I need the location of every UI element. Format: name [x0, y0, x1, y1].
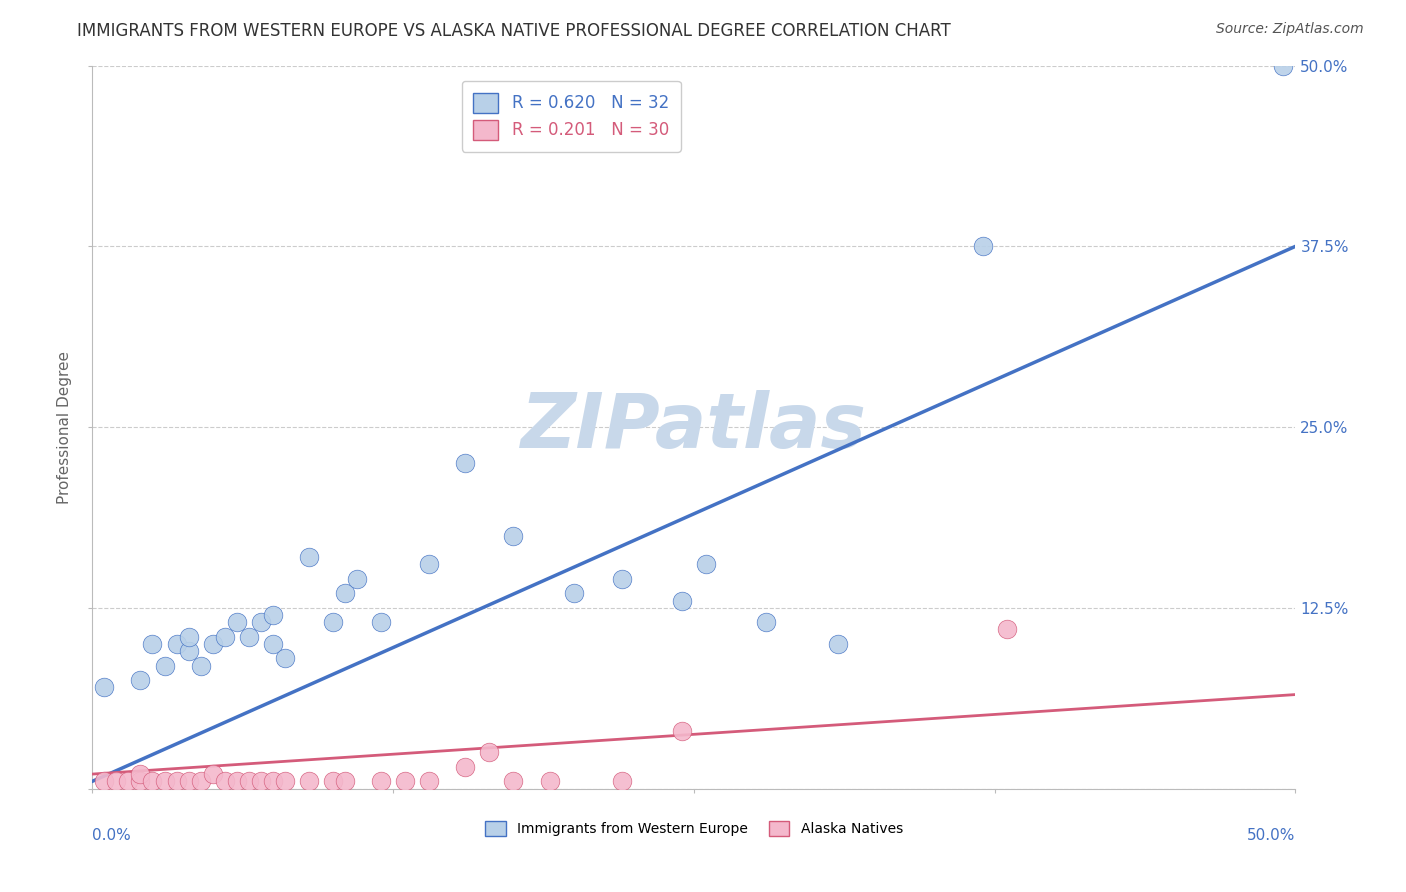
- Point: [1272, 59, 1295, 73]
- Point: [610, 774, 633, 789]
- Point: [166, 774, 188, 789]
- Point: [225, 615, 247, 630]
- Text: 50.0%: 50.0%: [1247, 829, 1295, 843]
- Point: [238, 774, 260, 789]
- Point: [972, 239, 994, 253]
- Point: [177, 644, 200, 658]
- Point: [141, 637, 163, 651]
- Point: [333, 774, 356, 789]
- Point: [418, 558, 440, 572]
- Point: [333, 586, 356, 600]
- Point: [141, 774, 163, 789]
- Point: [478, 745, 501, 759]
- Point: [177, 630, 200, 644]
- Point: [238, 630, 260, 644]
- Point: [394, 774, 416, 789]
- Point: [454, 760, 477, 774]
- Point: [454, 456, 477, 470]
- Point: [610, 572, 633, 586]
- Text: 0.0%: 0.0%: [93, 829, 131, 843]
- Point: [201, 767, 224, 781]
- Point: [129, 673, 152, 687]
- Point: [129, 767, 152, 781]
- Point: [166, 637, 188, 651]
- Point: [201, 637, 224, 651]
- Point: [262, 774, 284, 789]
- Point: [274, 774, 297, 789]
- Point: [274, 651, 297, 665]
- Point: [827, 637, 849, 651]
- Point: [249, 615, 271, 630]
- Point: [418, 774, 440, 789]
- Point: [538, 774, 561, 789]
- Point: [214, 630, 236, 644]
- Point: [370, 774, 392, 789]
- Point: [262, 637, 284, 651]
- Point: [502, 774, 524, 789]
- Point: [153, 658, 176, 673]
- Point: [370, 615, 392, 630]
- Y-axis label: Professional Degree: Professional Degree: [58, 351, 72, 504]
- Legend: Immigrants from Western Europe, Alaska Natives: Immigrants from Western Europe, Alaska N…: [478, 814, 910, 843]
- Point: [502, 528, 524, 542]
- Point: [93, 774, 115, 789]
- Point: [190, 774, 212, 789]
- Point: [671, 593, 693, 607]
- Point: [117, 774, 139, 789]
- Point: [298, 550, 321, 565]
- Point: [322, 615, 344, 630]
- Point: [177, 774, 200, 789]
- Point: [262, 608, 284, 623]
- Point: [322, 774, 344, 789]
- Point: [346, 572, 368, 586]
- Text: Source: ZipAtlas.com: Source: ZipAtlas.com: [1216, 22, 1364, 37]
- Point: [995, 623, 1018, 637]
- Point: [153, 774, 176, 789]
- Point: [129, 774, 152, 789]
- Point: [695, 558, 717, 572]
- Point: [562, 586, 585, 600]
- Point: [190, 658, 212, 673]
- Point: [93, 681, 115, 695]
- Point: [105, 774, 128, 789]
- Point: [671, 723, 693, 738]
- Text: IMMIGRANTS FROM WESTERN EUROPE VS ALASKA NATIVE PROFESSIONAL DEGREE CORRELATION : IMMIGRANTS FROM WESTERN EUROPE VS ALASKA…: [77, 22, 950, 40]
- Point: [298, 774, 321, 789]
- Point: [214, 774, 236, 789]
- Point: [755, 615, 778, 630]
- Point: [249, 774, 271, 789]
- Text: ZIPatlas: ZIPatlas: [520, 390, 868, 464]
- Point: [225, 774, 247, 789]
